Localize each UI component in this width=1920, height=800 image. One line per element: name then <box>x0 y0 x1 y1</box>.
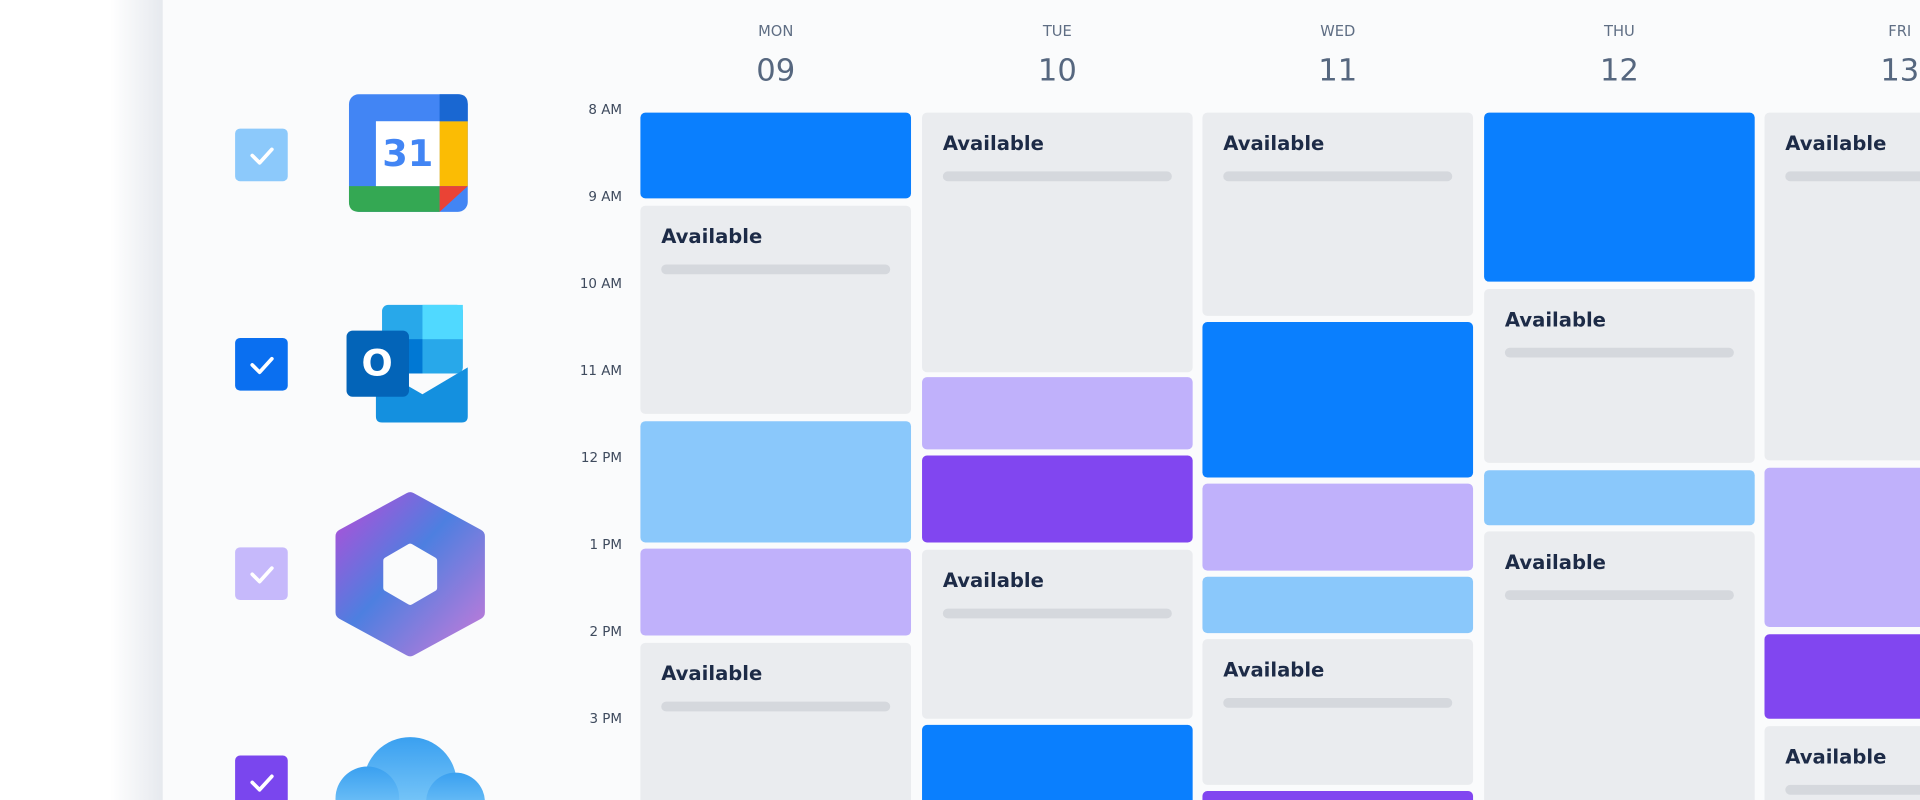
day-name: WED <box>1320 23 1355 40</box>
available-label: Available <box>1785 132 1886 155</box>
event-block <box>640 548 912 636</box>
day-date: 10 <box>1038 54 1077 89</box>
available-slot <box>922 549 1193 719</box>
event-block <box>640 421 912 543</box>
checkbox[interactable] <box>235 128 288 182</box>
checkbox[interactable] <box>235 337 288 391</box>
event-block <box>1484 112 1755 282</box>
time-label: 2 PM <box>589 625 622 640</box>
event-block <box>1764 634 1920 719</box>
time-label: 1 PM <box>589 538 622 553</box>
event-block <box>1764 467 1920 627</box>
available-label: Available <box>1223 132 1324 155</box>
event-block <box>1202 576 1474 634</box>
placeholder-bar <box>942 608 1172 619</box>
event-block <box>1484 470 1755 526</box>
microsoft-365-icon <box>335 492 485 657</box>
placeholder-bar <box>942 171 1172 182</box>
checkbox[interactable] <box>235 547 288 601</box>
time-label: 3 PM <box>589 712 622 727</box>
available-slot <box>1202 112 1474 316</box>
available-label: Available <box>1785 745 1886 768</box>
check-marks <box>250 147 274 792</box>
event-block <box>922 377 1193 450</box>
placeholder-bar <box>1504 347 1734 358</box>
panel-shadow <box>110 0 163 800</box>
placeholder-bar <box>661 264 891 275</box>
outlook-letter: O <box>362 341 393 384</box>
available-label: Available <box>1223 659 1324 682</box>
event-block <box>1202 322 1474 478</box>
available-slot <box>1202 639 1474 785</box>
day-date: 09 <box>756 54 795 89</box>
available-label: Available <box>1505 308 1606 331</box>
outlook-icon: O <box>346 304 468 423</box>
available-slot <box>640 642 912 800</box>
google-calendar-icon: 31 <box>348 94 468 212</box>
available-slot <box>640 205 912 414</box>
checkboxes <box>235 128 288 800</box>
time-label: 12 PM <box>581 451 622 466</box>
placeholder-bar <box>1223 171 1453 182</box>
calendar-grid: 8 AM 9 AM 10 AM 11 AM 12 PM 1 PM 2 PM 3 PM MON 09… <box>580 23 1920 800</box>
time-label: 9 AM <box>588 190 622 205</box>
available-label: Available <box>1505 551 1606 574</box>
event-block <box>1202 791 1474 800</box>
time-label: 8 AM <box>588 103 622 118</box>
placeholder-bar <box>1504 590 1734 601</box>
event-block <box>640 112 912 199</box>
day-name: TUE <box>1042 23 1072 40</box>
available-slot <box>1764 112 1920 461</box>
available-slot <box>1764 726 1920 800</box>
time-label: 11 AM <box>580 364 622 379</box>
day-date: 13 <box>1880 54 1919 89</box>
available-label: Available <box>943 569 1044 592</box>
event-block <box>1202 483 1474 571</box>
available-label: Available <box>661 662 762 685</box>
day-name: MON <box>758 23 793 40</box>
available-slot <box>1484 288 1755 463</box>
time-label: 10 AM <box>580 277 622 292</box>
icloud-icon <box>335 737 485 800</box>
calendar-day: 31 <box>382 132 433 175</box>
available-label: Available <box>661 225 762 248</box>
available-label: Available <box>943 132 1044 155</box>
checkbox[interactable] <box>235 755 288 800</box>
event-block <box>922 724 1193 800</box>
day-date: 11 <box>1318 54 1357 89</box>
placeholder-bar <box>1223 697 1453 708</box>
day-name: THU <box>1603 23 1635 40</box>
placeholder-bar <box>1785 171 1920 182</box>
day-date: 12 <box>1600 54 1639 89</box>
placeholder-bar <box>661 701 891 712</box>
day-name: FRI <box>1888 23 1911 40</box>
event-block <box>922 455 1193 543</box>
placeholder-bar <box>1785 784 1920 795</box>
